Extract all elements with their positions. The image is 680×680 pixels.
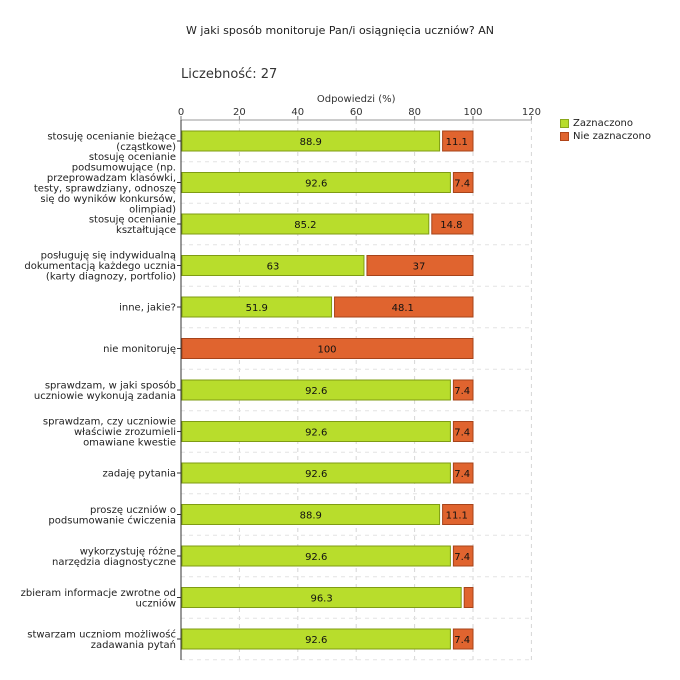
legend-swatch-selected [560, 119, 569, 128]
bar-value-label: 92.6 [305, 386, 327, 397]
bar-value-label: 92.6 [305, 552, 327, 563]
bar-value-label: 92.6 [305, 635, 327, 646]
category-label: posługuję się indywidualną dokumentacją k… [24, 251, 176, 283]
bar-selected [181, 296, 333, 318]
bar-value-label: 37 [413, 262, 426, 273]
bar-not-selected [442, 504, 474, 525]
bar-not-selected [452, 628, 474, 650]
x-tick-label: 40 [291, 107, 304, 118]
x-tick-label: 0 [178, 107, 184, 118]
bar-not-selected [366, 255, 474, 276]
bar-value-label: 48.1 [392, 303, 414, 314]
category-label: sprawdzam, czy uczniowie właściwie zrozum… [43, 417, 176, 449]
bar-value-label: 7.4 [454, 635, 470, 646]
legend-label-not-selected: Nie zaznaczono [573, 131, 652, 142]
category-label: proszę uczniów o podsumowanie ćwiczenia [48, 504, 176, 527]
bar-not-selected [452, 545, 474, 567]
x-tick-label: 100 [463, 107, 482, 118]
x-tick-label: 20 [233, 107, 246, 118]
bar-value-label: 92.6 [305, 469, 327, 480]
bar-selected [181, 587, 462, 608]
bar-value-label: 7.4 [454, 552, 470, 563]
bar-value-label: 11.1 [446, 137, 468, 148]
bar-value-label: 85.2 [294, 220, 316, 231]
legend-item-selected: Zaznaczono [560, 117, 651, 130]
bar-selected [181, 628, 451, 650]
legend: Zaznaczono Nie zaznaczono [560, 117, 651, 143]
bar-selected [181, 379, 451, 401]
bar-value-label: 88.9 [300, 511, 322, 522]
legend-label-selected: Zaznaczono [573, 118, 634, 129]
legend-swatch-not-selected [560, 132, 569, 141]
bar-value-label: 100 [317, 345, 336, 356]
bar-selected [181, 213, 430, 235]
bar-not-selected [442, 130, 474, 152]
bar-selected [181, 172, 451, 193]
bar-value-label: 96.3 [310, 594, 332, 605]
bar-not-selected [452, 172, 474, 193]
chart-title: W jaki sposób monitoruje Pan/i osiągnięc… [186, 24, 494, 37]
bar-not-selected [452, 462, 474, 484]
bar-value-label: 7.4 [454, 469, 470, 480]
category-label: stosuję ocenianie podsumowujące (np. przep… [34, 152, 176, 216]
x-tick-label: 120 [522, 107, 541, 118]
category-label: sprawdzam, w jaki sposób uczniowie wykonu… [34, 379, 176, 402]
legend-item-not-selected: Nie zaznaczono [560, 130, 651, 143]
category-label: nie monitoruję [103, 344, 176, 355]
bar-value-label: 7.4 [454, 386, 470, 397]
category-label: zbieram informacje zwrotne od uczniów [21, 588, 176, 610]
bar-value-label: 51.9 [246, 303, 268, 314]
category-label: wykorzystuję różne narzędzia diagnostyczn… [52, 545, 176, 568]
category-label: inne, jakie? [119, 303, 176, 314]
x-tick-label: 80 [408, 107, 421, 118]
bar-value-label: 14.8 [440, 220, 462, 231]
bar-not-selected [181, 338, 474, 359]
bar-selected [181, 130, 441, 152]
bar-selected [181, 421, 451, 442]
bar-value-label: 11.1 [446, 511, 468, 522]
bar-not-selected [452, 421, 474, 442]
bar-value-label: 7.4 [454, 179, 470, 190]
bar-not-selected [334, 296, 474, 318]
category-label: stosuję ocenianie bieżące (cząstkowe) [47, 131, 176, 153]
category-label: stosuję ocenianie kształtujące [89, 214, 176, 236]
sample-count: Liczebność: 27 [181, 67, 278, 82]
bar-not-selected [463, 587, 474, 608]
category-label: zadaję pytania [102, 469, 176, 480]
bar-value-label: 7.4 [454, 428, 470, 439]
bar-value-label: 63 [267, 262, 280, 273]
bar-selected [181, 545, 451, 567]
bar-not-selected [431, 213, 474, 235]
bar-not-selected [452, 379, 474, 401]
bar-value-label: 92.6 [305, 428, 327, 439]
bar-selected [181, 504, 441, 525]
bar-selected [181, 255, 365, 276]
category-label: stwarzam uczniom możliwość zadawania pyta… [27, 628, 176, 651]
bar-selected [181, 462, 451, 484]
bar-value-label: 88.9 [300, 137, 322, 148]
x-tick-label: 60 [350, 107, 363, 118]
x-axis-title: Odpowiedzi (%) [317, 94, 396, 105]
bar-value-label: 92.6 [305, 179, 327, 190]
